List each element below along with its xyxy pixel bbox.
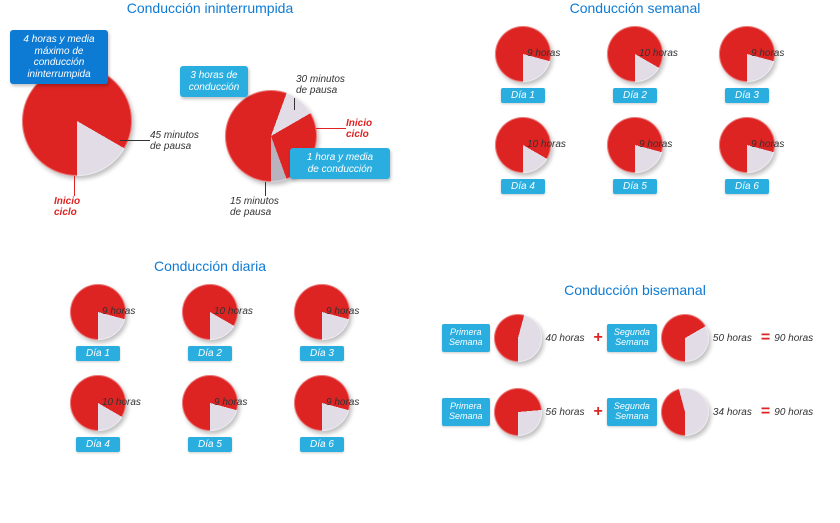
bi-week2-label-1: Segunda Semana xyxy=(607,324,657,352)
daily-hours-4: 10 horas xyxy=(102,397,150,408)
unint-pause2-label: 15 minutos de pausa xyxy=(230,196,279,218)
leader xyxy=(294,98,295,110)
weekly-hours-2: 10 horas xyxy=(639,48,687,59)
bi-pie2-label-2: 34 horas xyxy=(713,407,757,418)
unint-pie2-inicio: Inicio ciclo xyxy=(346,118,372,140)
unint-pie1-pause-label: 45 minutos de pausa xyxy=(150,130,199,152)
weekly-hours-4: 10 horas xyxy=(527,139,575,150)
weekly-day-5: Día 5 xyxy=(613,179,657,194)
leader-red xyxy=(316,128,346,129)
title-daily: Conducción diaria xyxy=(0,258,420,274)
unint-pie2-callout2: 1 hora y media de conducción xyxy=(290,148,390,179)
bi-pie1-2 xyxy=(494,388,542,436)
weekly-cell-5: 9 horas Día 5 xyxy=(579,117,691,194)
unint-pie2-callout1: 3 horas de conducción xyxy=(180,66,248,97)
unint-pie1-callout: 4 horas y media máximo de conducción ini… xyxy=(10,30,108,84)
bi-result-1: 90 horas xyxy=(774,333,813,344)
weekly-cell-6: 9 horas Día 6 xyxy=(691,117,803,194)
bi-pie1-1 xyxy=(494,314,542,362)
biweekly-row-2: Primera Semana 56 horas + Segunda Semana… xyxy=(442,388,840,436)
daily-cell-5: 9 horas Día 5 xyxy=(154,375,266,452)
bi-week1-label-1: Primera Semana xyxy=(442,324,490,352)
weekly-cell-2: 10 horas Día 2 xyxy=(579,26,691,103)
daily-hours-3: 9 horas xyxy=(326,306,374,317)
title-biweekly: Conducción bisemanal xyxy=(430,282,840,298)
bi-week1-label-2: Primera Semana xyxy=(442,398,490,426)
daily-cell-6: 9 horas Día 6 xyxy=(266,375,378,452)
plus-icon: + xyxy=(594,329,603,347)
daily-hours-5: 9 horas xyxy=(214,397,262,408)
title-uninterrupted: Conducción ininterrumpida xyxy=(0,0,420,16)
weekly-cell-4: 10 horas Día 4 xyxy=(467,117,579,194)
leader xyxy=(120,140,150,141)
weekly-hours-1: 9 horas xyxy=(527,48,575,59)
weekly-day-1: Día 1 xyxy=(501,88,545,103)
daily-day-2: Día 2 xyxy=(188,346,232,361)
unint-pie1-inicio: Inicio ciclo xyxy=(54,196,80,218)
daily-cell-3: 9 horas Día 3 xyxy=(266,284,378,361)
bi-pie1-label-2: 56 horas xyxy=(546,407,590,418)
weekly-day-2: Día 2 xyxy=(613,88,657,103)
weekly-hours-5: 9 horas xyxy=(639,139,687,150)
section-daily: Conducción diaria 9 horas Día 1 10 horas… xyxy=(0,258,420,452)
equals-icon: = xyxy=(761,329,770,347)
biweekly-row-1: Primera Semana 40 horas + Segunda Semana… xyxy=(442,314,840,362)
bi-week2-label-2: Segunda Semana xyxy=(607,398,657,426)
weekly-day-4: Día 4 xyxy=(501,179,545,194)
weekly-hours-6: 9 horas xyxy=(751,139,799,150)
unint-pause1-label: 30 minutos de pausa xyxy=(296,74,345,96)
bi-pie2-2 xyxy=(661,388,709,436)
daily-cell-1: 9 horas Día 1 xyxy=(42,284,154,361)
daily-day-3: Día 3 xyxy=(300,346,344,361)
daily-hours-6: 9 horas xyxy=(326,397,374,408)
weekly-grid: 9 horas Día 1 10 horas Día 2 9 horas Día… xyxy=(430,26,840,194)
daily-day-5: Día 5 xyxy=(188,437,232,452)
daily-day-1: Día 1 xyxy=(76,346,120,361)
weekly-cell-1: 9 horas Día 1 xyxy=(467,26,579,103)
equals-icon: = xyxy=(761,403,770,421)
section-weekly: Conducción semanal 9 horas Día 1 10 hora… xyxy=(430,0,840,194)
weekly-day-6: Día 6 xyxy=(725,179,769,194)
daily-day-4: Día 4 xyxy=(76,437,120,452)
title-weekly: Conducción semanal xyxy=(430,0,840,16)
leader-red xyxy=(74,176,75,196)
weekly-day-3: Día 3 xyxy=(725,88,769,103)
bi-pie2-label-1: 50 horas xyxy=(713,333,757,344)
biweekly-rows: Primera Semana 40 horas + Segunda Semana… xyxy=(430,314,840,436)
daily-grid: 9 horas Día 1 10 horas Día 2 9 horas Día… xyxy=(0,284,420,452)
daily-hours-1: 9 horas xyxy=(102,306,150,317)
daily-hours-2: 10 horas xyxy=(214,306,262,317)
daily-day-6: Día 6 xyxy=(300,437,344,452)
plus-icon: + xyxy=(594,403,603,421)
daily-cell-2: 10 horas Día 2 xyxy=(154,284,266,361)
leader xyxy=(265,182,266,196)
section-uninterrupted: Conducción ininterrumpida 4 horas y medi… xyxy=(0,0,420,270)
daily-cell-4: 10 horas Día 4 xyxy=(42,375,154,452)
bi-pie2-1 xyxy=(661,314,709,362)
bi-result-2: 90 horas xyxy=(774,407,813,418)
weekly-hours-3: 9 horas xyxy=(751,48,799,59)
weekly-cell-3: 9 horas Día 3 xyxy=(691,26,803,103)
bi-pie1-label-1: 40 horas xyxy=(546,333,590,344)
section-biweekly: Conducción bisemanal Primera Semana 40 h… xyxy=(430,282,840,462)
